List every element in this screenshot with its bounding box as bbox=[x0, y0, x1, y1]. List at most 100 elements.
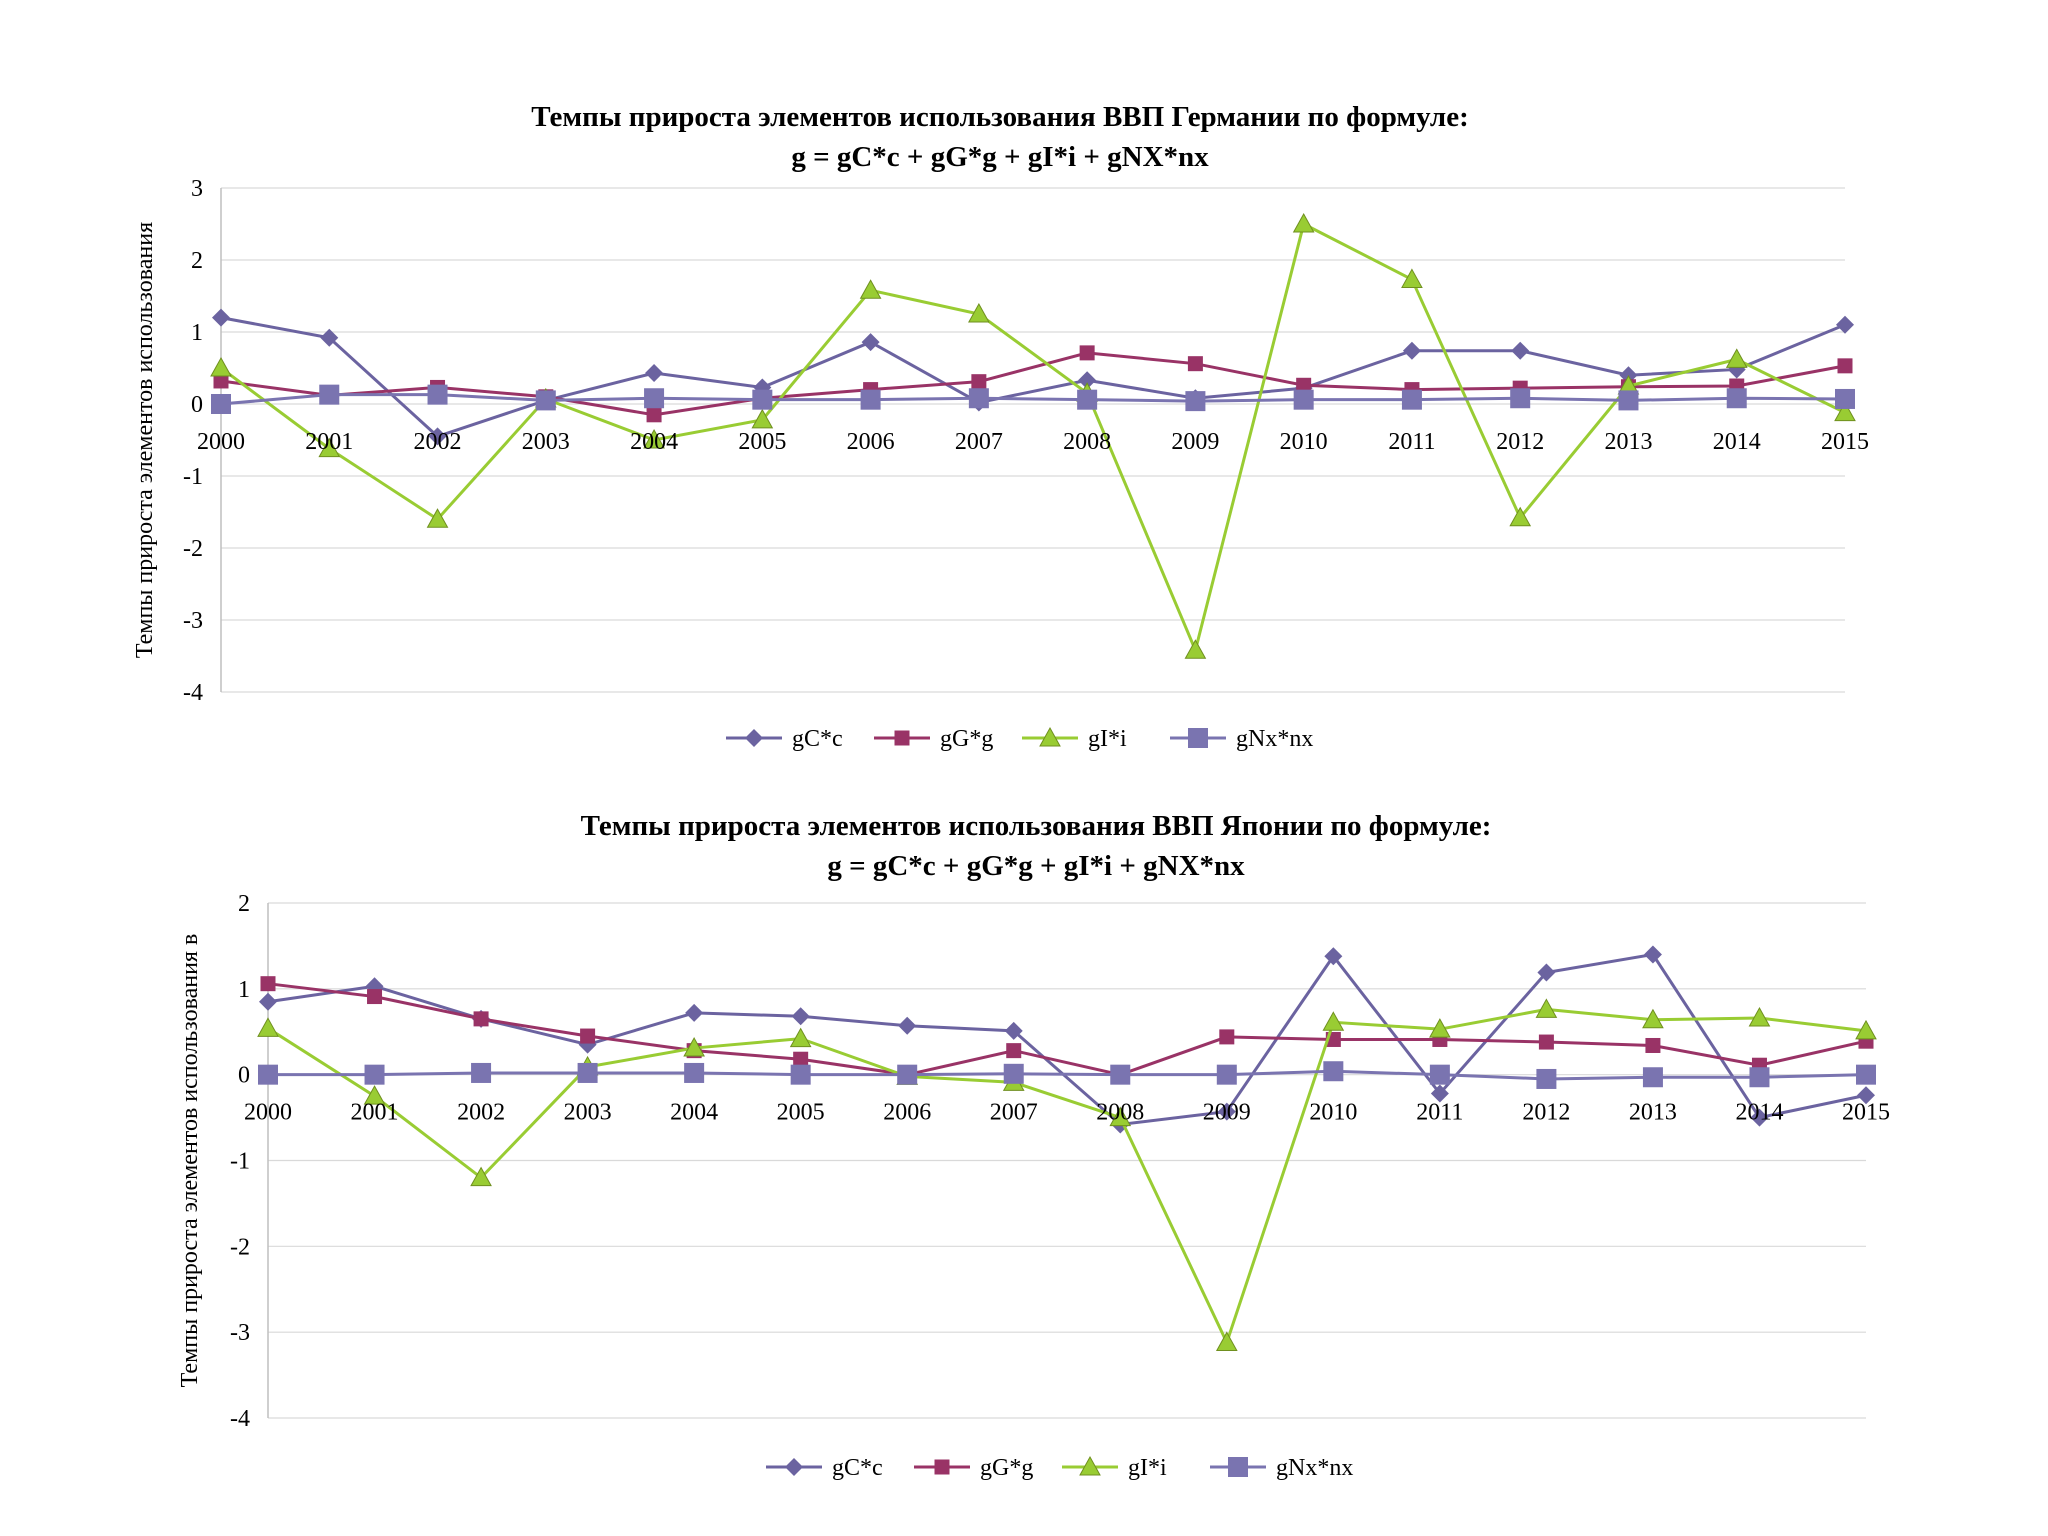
y-tick-label: -3 bbox=[230, 1320, 250, 1346]
data-point bbox=[1855, 1019, 1877, 1040]
series-line bbox=[220, 393, 1846, 406]
chart-title: Темпы прироста элементов использования В… bbox=[581, 810, 1492, 842]
x-tick-label: 2002 bbox=[457, 1100, 505, 1126]
data-point bbox=[1323, 1061, 1344, 1082]
data-point bbox=[259, 992, 277, 1011]
data-point bbox=[684, 1062, 705, 1083]
x-tick-label: 2005 bbox=[777, 1100, 825, 1126]
series-line bbox=[267, 1007, 1867, 1347]
data-point bbox=[1006, 1043, 1022, 1059]
data-point bbox=[1296, 377, 1312, 393]
y-tick-label: -4 bbox=[183, 680, 203, 706]
y-tick-label: -1 bbox=[230, 1149, 250, 1175]
y-tick-label: 0 bbox=[191, 392, 203, 418]
data-point bbox=[213, 373, 229, 389]
series-line bbox=[268, 1069, 1867, 1081]
data-point bbox=[580, 1028, 596, 1044]
x-tick-label: 2014 bbox=[1713, 429, 1761, 455]
x-tick-label: 2010 bbox=[1280, 429, 1328, 455]
data-point bbox=[1429, 1018, 1451, 1038]
data-point bbox=[1187, 356, 1203, 372]
data-point bbox=[318, 437, 341, 458]
y-tick-label: 2 bbox=[191, 248, 203, 274]
data-point bbox=[1749, 1067, 1770, 1088]
x-tick-label: 2006 bbox=[847, 429, 895, 455]
x-tick-label: 2010 bbox=[1309, 1100, 1357, 1126]
data-point bbox=[426, 508, 449, 528]
data-point bbox=[1109, 1106, 1132, 1127]
data-point bbox=[260, 976, 276, 992]
data-point bbox=[1726, 388, 1747, 409]
data-point bbox=[1217, 1102, 1236, 1121]
data-point bbox=[1837, 358, 1853, 374]
data-point bbox=[1077, 389, 1098, 410]
x-tick-label: 2001 bbox=[305, 429, 353, 455]
data-point bbox=[258, 1064, 278, 1085]
data-point bbox=[1430, 1084, 1449, 1103]
y-tick-label: -4 bbox=[230, 1406, 250, 1432]
data-point bbox=[1511, 341, 1530, 360]
data-point bbox=[1078, 371, 1097, 390]
y-tick-label: 3 bbox=[191, 176, 203, 202]
data-point bbox=[898, 1016, 917, 1035]
data-point bbox=[473, 1011, 489, 1027]
data-point bbox=[1537, 963, 1556, 982]
data-point bbox=[968, 388, 989, 409]
series-line bbox=[220, 351, 1846, 417]
data-point bbox=[1750, 1108, 1769, 1127]
x-tick-label: 2001 bbox=[351, 1100, 399, 1126]
x-tick-label: 2005 bbox=[738, 429, 786, 455]
data-point bbox=[683, 1037, 705, 1057]
x-tick-label: 2007 bbox=[990, 1100, 1038, 1126]
legend-label: gNx*nx bbox=[1276, 1455, 1353, 1481]
legend-label: gG*g bbox=[980, 1455, 1033, 1481]
x-tick-label: 2000 bbox=[244, 1100, 292, 1126]
legend-marker bbox=[934, 1459, 950, 1475]
data-point bbox=[968, 302, 990, 323]
gridlines bbox=[268, 902, 1866, 1419]
data-point bbox=[577, 1062, 598, 1083]
data-point bbox=[1857, 1086, 1875, 1105]
y-tick-label: 1 bbox=[238, 977, 250, 1003]
data-point bbox=[1856, 1064, 1876, 1085]
y-tick-label: -2 bbox=[230, 1234, 250, 1260]
data-point bbox=[212, 308, 230, 327]
chart-title: Темпы прироста элементов использования В… bbox=[531, 101, 1468, 133]
x-tick-label: 2009 bbox=[1203, 1100, 1251, 1126]
data-point bbox=[1836, 315, 1854, 334]
x-tick-label: 2008 bbox=[1096, 1100, 1144, 1126]
x-tick-label: 2012 bbox=[1496, 429, 1544, 455]
data-point bbox=[1834, 401, 1856, 422]
x-tick-label: 2006 bbox=[883, 1100, 931, 1126]
data-point bbox=[861, 333, 880, 352]
data-point bbox=[1292, 212, 1315, 233]
data-point bbox=[643, 428, 665, 449]
x-tick-labels: 2000 2001 2002 2003 2004 2005 2006 2007 2008 2009… bbox=[197, 429, 1869, 455]
japan-chart: Темпы прироста элементов использования В… bbox=[177, 810, 1890, 1481]
legend-marker bbox=[1079, 1455, 1101, 1476]
x-tick-label: 2014 bbox=[1735, 1100, 1783, 1126]
data-point bbox=[1079, 345, 1095, 361]
data-point bbox=[1535, 998, 1558, 1018]
series-line bbox=[220, 221, 1846, 655]
data-point bbox=[1835, 388, 1855, 409]
data-point bbox=[535, 390, 556, 411]
legend-marker bbox=[745, 729, 763, 747]
data-point bbox=[752, 389, 773, 410]
legend: gC*c gG*g gI*i gNx*nx bbox=[726, 726, 1313, 752]
data-point bbox=[471, 1062, 492, 1083]
legend-label: gI*i bbox=[1088, 726, 1127, 752]
legend-label: gC*c bbox=[792, 726, 843, 752]
x-tick-label: 2004 bbox=[670, 1100, 718, 1126]
data-point bbox=[685, 1003, 704, 1022]
x-tick-label: 2000 bbox=[197, 429, 245, 455]
x-tick-label: 2002 bbox=[414, 429, 462, 455]
legend-marker bbox=[1188, 728, 1208, 748]
x-tick-label: 2009 bbox=[1171, 429, 1219, 455]
data-point bbox=[1618, 390, 1639, 411]
x-tick-label: 2012 bbox=[1522, 1100, 1570, 1126]
data-point bbox=[897, 1064, 918, 1085]
x-tick-label: 2003 bbox=[564, 1100, 612, 1126]
data-point bbox=[1509, 506, 1532, 527]
data-point bbox=[645, 364, 664, 383]
